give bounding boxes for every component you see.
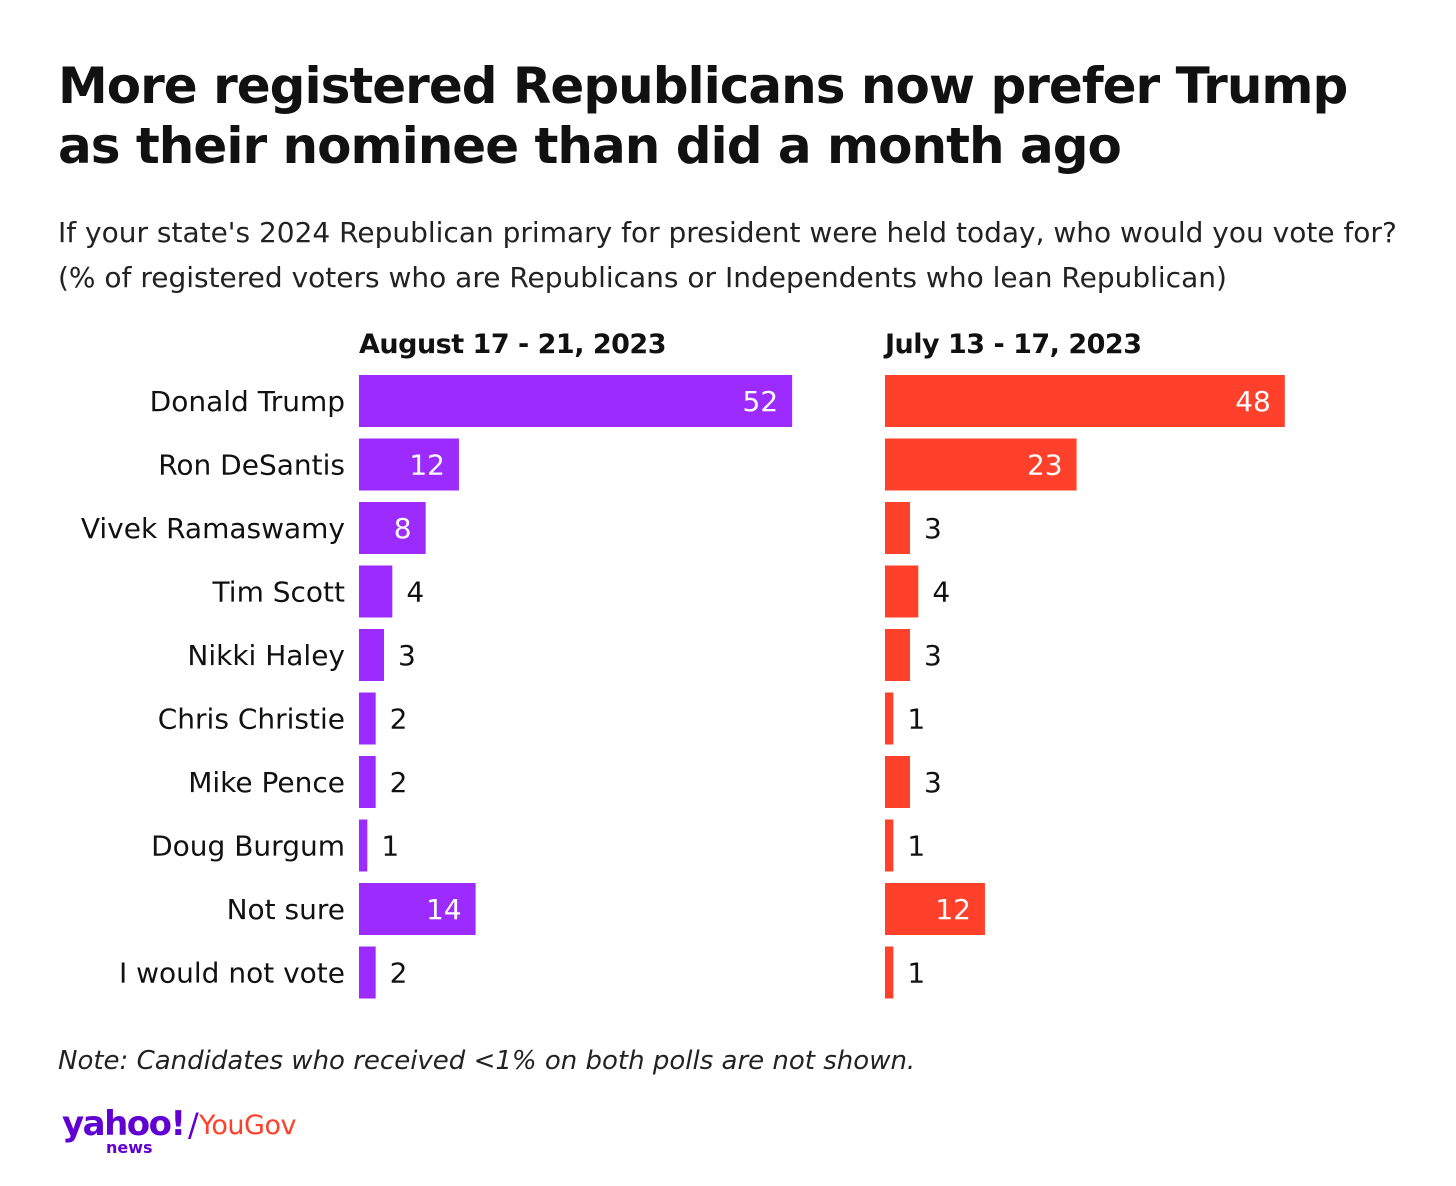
bar-value-label: 2 [390,957,408,990]
bar-value-label: 4 [932,576,950,609]
bar-value-label: 1 [907,703,925,736]
bar [885,819,894,872]
chart-note: Note: Candidates who received <1% on bot… [58,1046,916,1076]
bar-value-label: 4 [406,576,424,609]
bar [359,756,376,808]
yahoo-yougov-logo: yahoo! news / YouGov [62,1104,382,1157]
category-label: Tim Scott [212,576,345,609]
bar [359,375,793,427]
bar [359,819,368,872]
yahoo-logo: yahoo! [62,1104,186,1144]
category-label: Chris Christie [158,703,345,736]
series-header: August 17 - 21, 2023 [359,329,666,360]
bar-value-label: 8 [394,512,412,545]
bar [885,946,894,999]
category-label: Ron DeSantis [158,449,345,482]
bar [359,438,459,491]
news-logo-text: news [106,1138,153,1157]
bar-value-label: 1 [907,957,925,990]
series-header: July 13 - 17, 2023 [883,329,1141,360]
bar [359,883,476,935]
bar-value-label: 1 [381,830,399,863]
bar [885,565,919,618]
category-label: Mike Pence [188,766,345,799]
bar-value-label: 2 [390,766,408,799]
bar-value-label: 14 [426,893,462,926]
bar [885,438,1077,491]
bar-value-label: 1 [907,830,925,863]
bar-value-label: 3 [924,766,942,799]
yougov-logo: YouGov [199,1110,296,1141]
bar-value-label: 48 [1235,385,1271,418]
bar-value-label: 3 [924,639,942,672]
bar-value-label: 3 [924,512,942,545]
bar [359,946,376,999]
bar [359,565,393,618]
category-label: Doug Burgum [151,830,345,863]
bar [359,629,384,681]
bar-value-label: 3 [398,639,416,672]
category-label: I would not vote [119,957,345,990]
bar [885,502,910,554]
bar [885,756,910,808]
bar [359,692,376,745]
bar-value-label: 52 [743,385,779,418]
category-label: Not sure [227,893,345,926]
chart-title: More registered Republicans now prefer T… [58,57,1348,175]
bar [885,692,894,745]
bar [885,629,910,681]
bar [885,375,1285,427]
category-label: Donald Trump [150,385,345,418]
bar-chart: Donald Trump Ron DeSantis Vivek Ramaswamy T… [81,329,1285,999]
bar-value-label: 23 [1027,449,1063,482]
bar-value-label: 2 [390,703,408,736]
category-label: Vivek Ramaswamy [81,512,345,545]
logo-separator: / [188,1106,199,1144]
bar-value-label: 12 [935,893,971,926]
bar [885,883,985,935]
category-label: Nikki Haley [187,639,345,672]
bar-value-label: 12 [409,449,445,482]
chart-subtitle: If your state's 2024 Republican primary … [58,216,1397,294]
bar [359,502,426,554]
